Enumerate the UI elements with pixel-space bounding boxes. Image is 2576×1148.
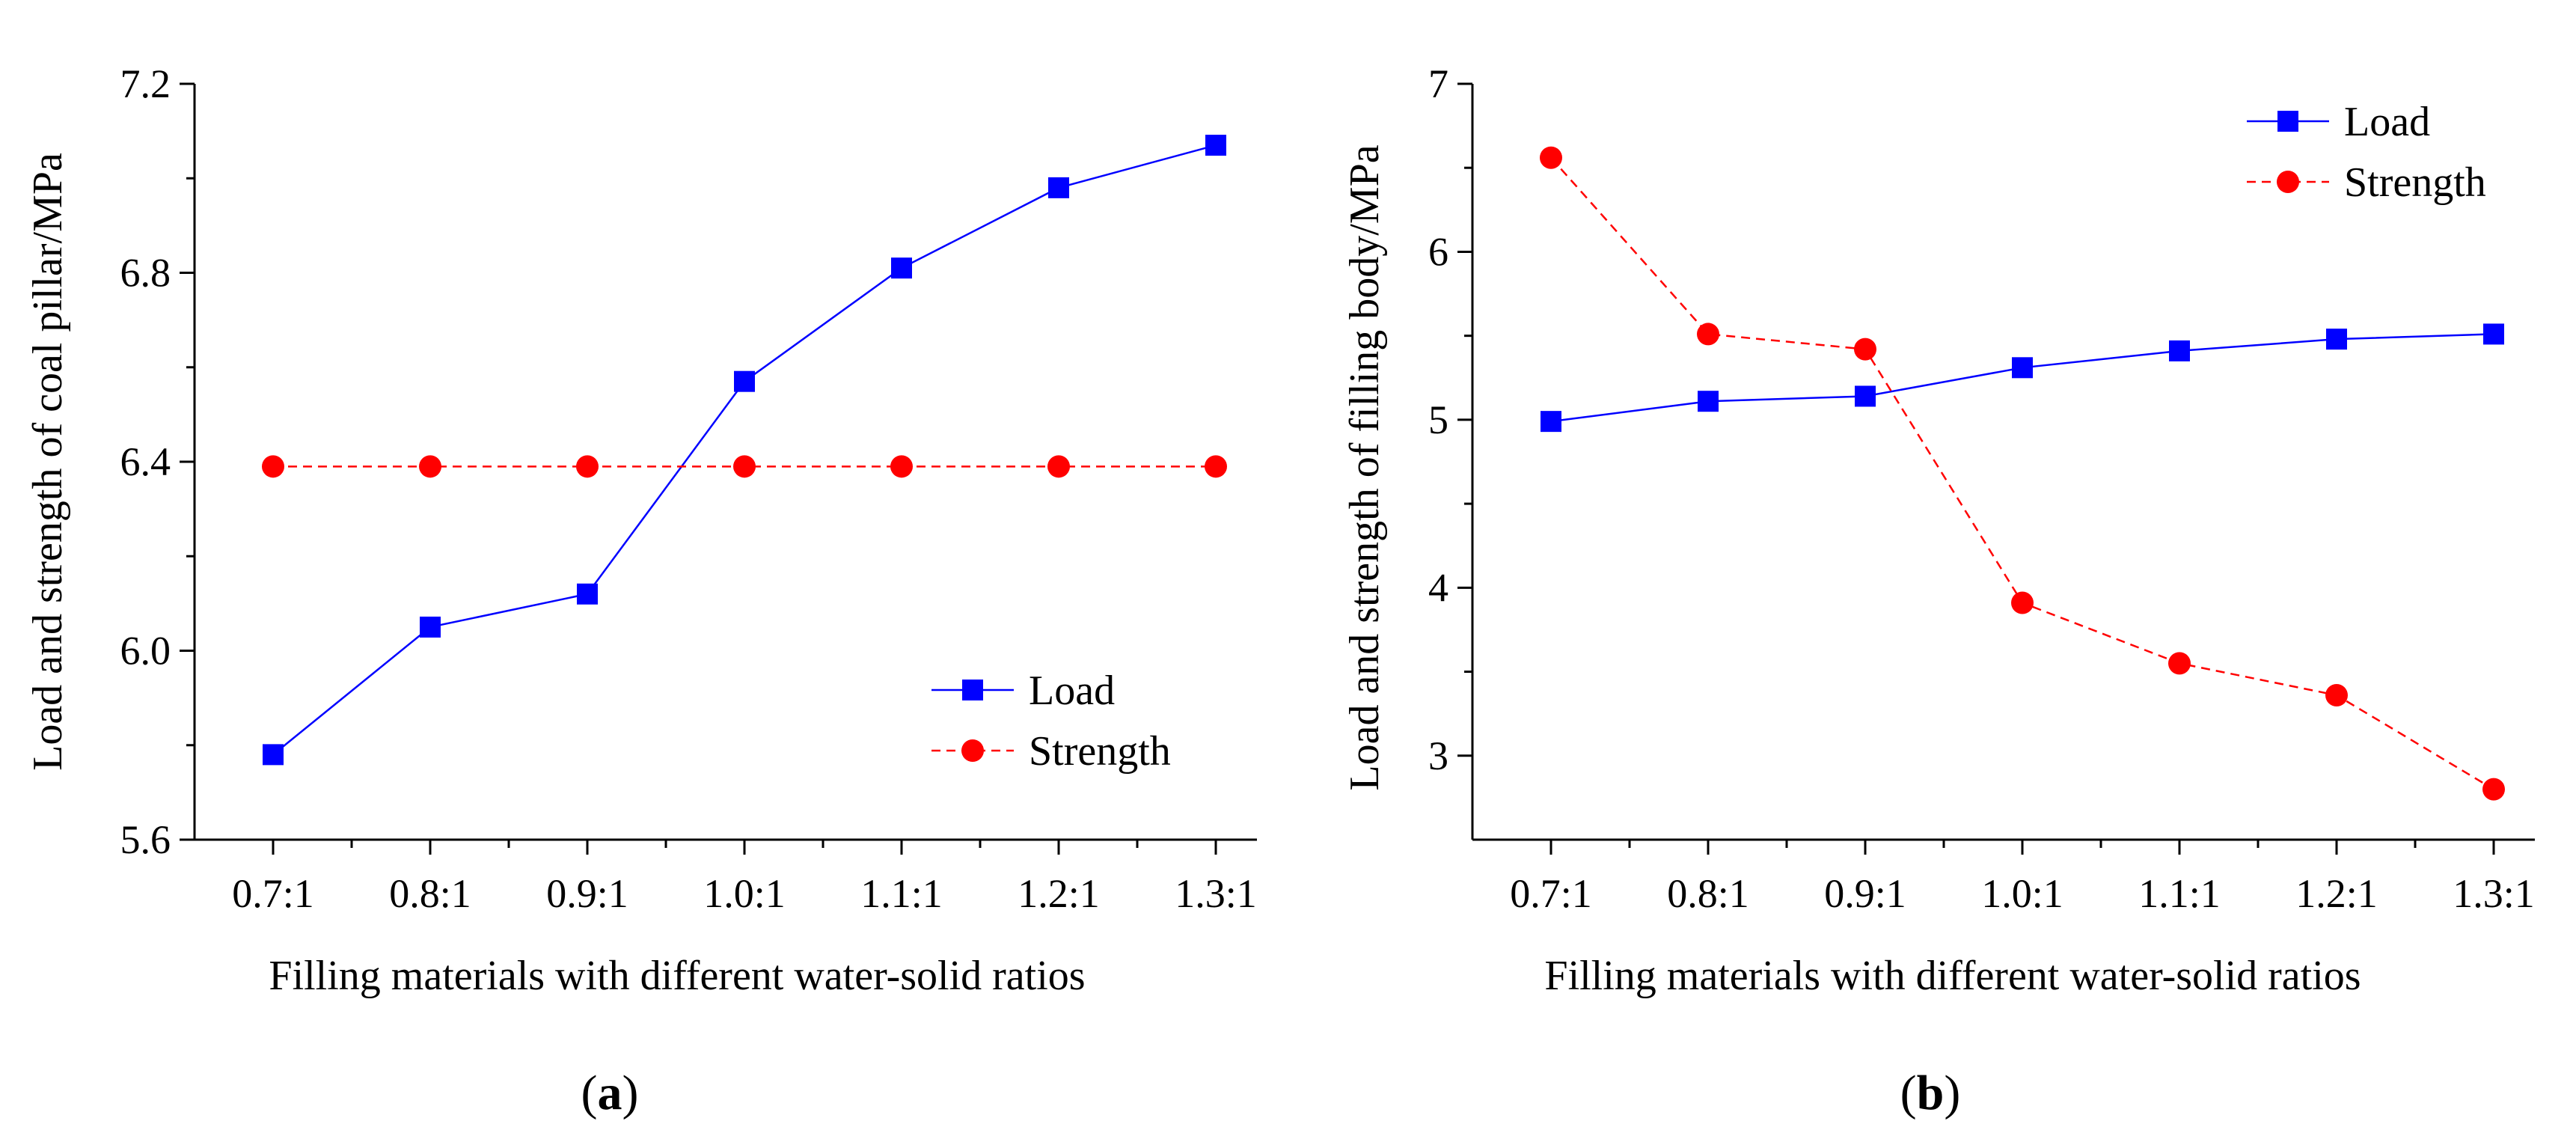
data-point-load: [420, 616, 441, 638]
x-tick-label: 1.2:1: [1018, 871, 1100, 916]
data-point-load: [2483, 323, 2504, 345]
x-tick-label: 0.7:1: [1510, 871, 1592, 916]
data-point-strength: [2325, 683, 2348, 706]
chart-a-series-lines: [272, 144, 1217, 756]
data-point-load: [263, 744, 284, 766]
chart-b-legend: Load Strength: [2247, 99, 2486, 206]
x-tick-label: 0.8:1: [1667, 871, 1749, 916]
data-point-strength: [890, 455, 913, 478]
data-point-load: [1698, 391, 1719, 412]
data-point-strength: [2482, 778, 2505, 801]
legend-b-load-label: Load: [2344, 99, 2430, 145]
y-tick-label: 7.2: [120, 61, 171, 106]
data-point-load: [1205, 135, 1226, 156]
data-point-strength: [2011, 591, 2034, 614]
y-tick-label: 7: [1428, 61, 1448, 106]
chart-b-series-markers: [1540, 146, 2505, 801]
y-tick-label: 6.0: [120, 629, 171, 674]
data-point-strength: [2168, 652, 2191, 675]
data-point-load: [577, 583, 598, 605]
x-tick-label: 0.7:1: [232, 871, 314, 916]
x-tick-label: 1.3:1: [2453, 871, 2535, 916]
legend-a-load-label: Load: [1029, 668, 1115, 714]
x-tick-label: 1.0:1: [703, 871, 786, 916]
x-tick-label: 1.0:1: [1981, 871, 2063, 916]
y-tick-label: 4: [1428, 565, 1448, 610]
data-point-strength: [1047, 455, 1070, 478]
data-point-load: [734, 370, 755, 392]
y-tick-label: 5: [1428, 397, 1448, 442]
series-line-load: [272, 144, 1217, 756]
chart-a-xlabel: Filling materials with different water-s…: [269, 953, 1085, 999]
chart-panel-a: 5.6 6.0 6.4 6.8 7.2 0.7:1 0.8:1 0.9:1 1.0:1 1.1:…: [25, 61, 1257, 1120]
chart-a-ticks: [180, 82, 1217, 855]
data-point-load: [2326, 329, 2347, 350]
y-tick-label: 5.6: [120, 817, 171, 862]
x-tick-label: 0.9:1: [1824, 871, 1906, 916]
legend-b-strength-marker: [2277, 171, 2299, 193]
x-tick-label: 0.8:1: [389, 871, 471, 916]
data-point-load: [891, 257, 912, 279]
chart-b-y-tick-labels: 3 4 5 6 7: [1428, 61, 1448, 778]
data-point-strength: [1697, 323, 1719, 346]
x-tick-label: 1.3:1: [1175, 871, 1257, 916]
legend-b-strength-label: Strength: [2344, 159, 2486, 206]
chart-panel-b: 3 4 5 6 7 0.7:1 0.8:1 0.9:1 1.0:1 1.1:1 1.2:1 1.3:…: [1341, 61, 2535, 1120]
panel-a-label: (a): [581, 1066, 639, 1120]
chart-a-y-tick-labels: 5.6 6.0 6.4 6.8 7.2: [120, 61, 171, 862]
x-tick-label: 1.2:1: [2295, 871, 2378, 916]
data-point-strength: [1540, 146, 1562, 169]
chart-a-ylabel: Load and strength of coal pillar/MPa: [25, 153, 71, 771]
chart-a-series-markers: [262, 135, 1227, 766]
series-line-strength: [1550, 156, 2494, 790]
data-point-load: [2012, 357, 2033, 379]
x-tick-label: 0.9:1: [546, 871, 628, 916]
data-point-strength: [1854, 338, 1876, 361]
data-point-load: [2169, 340, 2190, 361]
y-tick-label: 3: [1428, 733, 1448, 778]
legend-b-load-marker: [2277, 111, 2298, 132]
panel-b-label: (b): [1900, 1066, 1961, 1120]
chart-b-xlabel: Filling materials with different water-s…: [1544, 953, 2361, 999]
data-point-strength: [1205, 455, 1227, 478]
data-point-strength: [419, 455, 441, 478]
chart-b-series-lines: [1550, 156, 2494, 790]
x-tick-label: 1.1:1: [860, 871, 943, 916]
chart-b-x-tick-labels: 0.7:1 0.8:1 0.9:1 1.0:1 1.1:1 1.2:1 1.3:1: [1510, 871, 2535, 916]
data-point-strength: [576, 455, 599, 478]
x-tick-label: 1.1:1: [2138, 871, 2221, 916]
chart-a-x-tick-labels: 0.7:1 0.8:1 0.9:1 1.0:1 1.1:1 1.2:1 1.3:1: [232, 871, 1257, 916]
chart-b-ylabel: Load and strength of filling body/MPa: [1341, 144, 1388, 790]
legend-a-strength-marker: [961, 739, 984, 762]
y-tick-label: 6.4: [120, 439, 171, 484]
legend-a-load-marker: [962, 680, 983, 700]
chart-a-legend: Load Strength: [931, 668, 1171, 775]
data-point-strength: [733, 455, 756, 478]
data-point-strength: [262, 455, 284, 478]
y-tick-label: 6: [1428, 229, 1448, 274]
data-point-load: [1541, 411, 1561, 433]
data-point-load: [1855, 385, 1876, 407]
chart-b-ticks: [1457, 82, 2495, 855]
legend-a-strength-label: Strength: [1029, 728, 1171, 775]
y-tick-label: 6.8: [120, 251, 171, 296]
data-point-load: [1048, 177, 1069, 198]
